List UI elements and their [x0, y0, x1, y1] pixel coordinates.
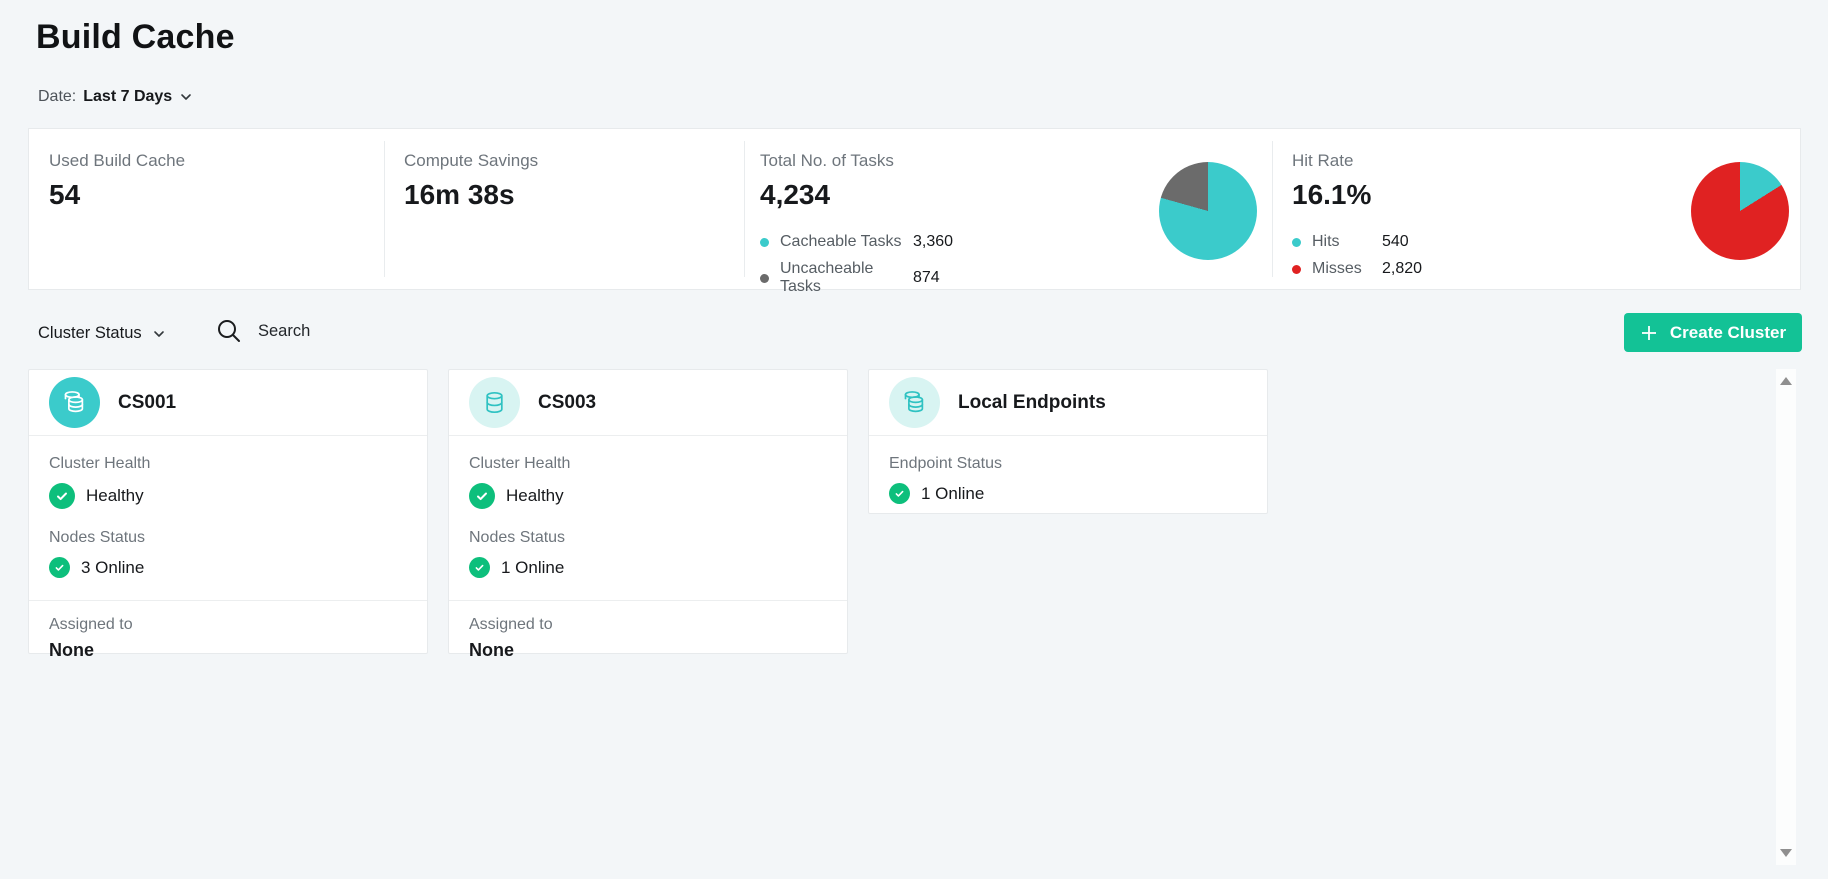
check-circle-icon	[469, 483, 495, 509]
check-circle-icon	[49, 557, 70, 578]
legend-item-uncacheable: Uncacheable Tasks 874	[760, 260, 953, 296]
stat-value: 54	[49, 179, 81, 210]
check-circle-icon	[889, 483, 910, 504]
endpoint-status-label: Endpoint Status	[889, 455, 1002, 472]
date-filter-dropdown[interactable]: Date: Last 7 Days	[38, 88, 193, 106]
search-placeholder: Search	[258, 321, 311, 340]
legend-label: Hits	[1312, 233, 1340, 250]
legend-label: Misses	[1312, 260, 1362, 277]
tasks-legend: Cacheable Tasks 3,360 Uncacheable Tasks …	[760, 233, 953, 296]
page-title: Build Cache	[36, 18, 235, 56]
legend-dot-gray	[760, 273, 769, 283]
assigned-to-value: None	[49, 640, 94, 660]
cluster-name: CS003	[538, 391, 597, 413]
assigned-to-label: Assigned to	[49, 616, 133, 633]
stat-label: Compute Savings	[404, 151, 539, 170]
nodes-status-value: 1 Online	[501, 557, 565, 577]
stat-used-build-cache: Used Build Cache 54	[49, 151, 185, 211]
legend-dot-red	[1292, 264, 1301, 274]
card-body: Cluster Health Healthy Nodes Status 3 On…	[29, 436, 427, 600]
assigned-to-label: Assigned to	[469, 616, 553, 633]
endpoint-status: 1 Online	[889, 483, 1247, 504]
stat-value: 16m 38s	[404, 179, 515, 210]
chevron-down-icon	[152, 327, 166, 341]
stat-total-tasks: Total No. of Tasks 4,234 Cacheable Tasks…	[760, 151, 953, 296]
database-icon	[469, 377, 520, 428]
nodes-status-label: Nodes Status	[469, 529, 566, 546]
stats-divider	[1272, 141, 1273, 277]
create-cluster-button[interactable]: Create Cluster	[1624, 313, 1802, 352]
card-footer: Assigned to None	[449, 600, 847, 676]
hit-rate-pie-chart	[1691, 162, 1789, 260]
stats-summary-bar: Used Build Cache 54 Compute Savings 16m …	[28, 128, 1801, 295]
hit-rate-legend: Hits 540 Misses 2,820	[1292, 233, 1422, 278]
scroll-up-arrow-icon[interactable]	[1780, 377, 1792, 385]
legend-item-misses: Misses 2,820	[1292, 260, 1422, 278]
card-body: Endpoint Status 1 Online	[869, 436, 1267, 524]
legend-label: Cacheable Tasks	[780, 233, 902, 250]
date-filter-label: Date:	[38, 88, 77, 105]
vertical-scrollbar[interactable]	[1776, 369, 1796, 865]
database-stack-icon	[889, 377, 940, 428]
cluster-name: Local Endpoints	[958, 391, 1106, 413]
date-filter-value: Last 7 Days	[83, 88, 173, 105]
assigned-to-value: None	[469, 640, 514, 660]
stat-label: Hit Rate	[1292, 151, 1354, 170]
stat-value: 4,234	[760, 179, 831, 210]
legend-value: 3,360	[913, 233, 954, 250]
cluster-status-label: Cluster Status	[38, 324, 142, 342]
endpoint-status-value: 1 Online	[921, 483, 985, 503]
chevron-down-icon	[179, 90, 193, 104]
nodes-status-value: 3 Online	[81, 557, 145, 577]
cluster-health-status: Healthy	[469, 483, 827, 509]
cluster-card-cs003[interactable]: CS003 Cluster Health Healthy Nodes Statu…	[448, 369, 848, 660]
search-input[interactable]: Search	[216, 318, 310, 344]
check-circle-icon	[469, 557, 490, 578]
stat-hit-rate: Hit Rate 16.1% Hits 540 Misses 2,820	[1292, 151, 1422, 278]
tasks-pie-chart	[1159, 162, 1257, 260]
legend-item-cacheable: Cacheable Tasks 3,360	[760, 233, 953, 251]
stats-divider	[744, 141, 745, 277]
legend-dot-teal	[1292, 237, 1301, 247]
check-circle-icon	[49, 483, 75, 509]
legend-value: 874	[913, 269, 940, 286]
nodes-status-label: Nodes Status	[49, 529, 146, 546]
card-body: Cluster Health Healthy Nodes Status 1 On…	[449, 436, 847, 600]
card-header: CS003	[449, 370, 847, 436]
cluster-health-value: Healthy	[506, 486, 564, 505]
card-header: Local Endpoints	[869, 370, 1267, 436]
stat-value: 16.1%	[1292, 179, 1372, 210]
cluster-health-value: Healthy	[86, 486, 144, 505]
legend-label: Uncacheable Tasks	[780, 260, 874, 295]
cluster-card-local-endpoints[interactable]: Local Endpoints Endpoint Status 1 Online	[868, 369, 1268, 514]
card-footer: Assigned to None	[29, 600, 427, 676]
cluster-health-label: Cluster Health	[49, 455, 151, 472]
legend-dot-teal	[760, 237, 769, 247]
cluster-status-dropdown[interactable]: Cluster Status	[38, 324, 166, 343]
nodes-status: 3 Online	[49, 557, 407, 578]
scroll-down-arrow-icon[interactable]	[1780, 849, 1792, 857]
cluster-health-label: Cluster Health	[469, 455, 571, 472]
search-icon	[216, 318, 242, 344]
cluster-card-cs001[interactable]: CS001 Cluster Health Healthy Nodes Statu…	[28, 369, 428, 660]
cluster-health-status: Healthy	[49, 483, 407, 509]
create-cluster-label: Create Cluster	[1669, 322, 1787, 342]
database-stack-icon	[49, 377, 100, 428]
legend-item-hits: Hits 540	[1292, 233, 1422, 251]
stat-compute-savings: Compute Savings 16m 38s	[404, 151, 538, 211]
stats-divider	[384, 141, 385, 277]
cluster-name: CS001	[118, 391, 177, 413]
nodes-status: 1 Online	[469, 557, 827, 578]
legend-value: 540	[1382, 233, 1409, 250]
stat-label: Used Build Cache	[49, 151, 186, 170]
legend-value: 2,820	[1382, 260, 1423, 277]
card-header: CS001	[29, 370, 427, 436]
plus-icon	[1640, 324, 1658, 342]
stat-label: Total No. of Tasks	[760, 151, 894, 170]
